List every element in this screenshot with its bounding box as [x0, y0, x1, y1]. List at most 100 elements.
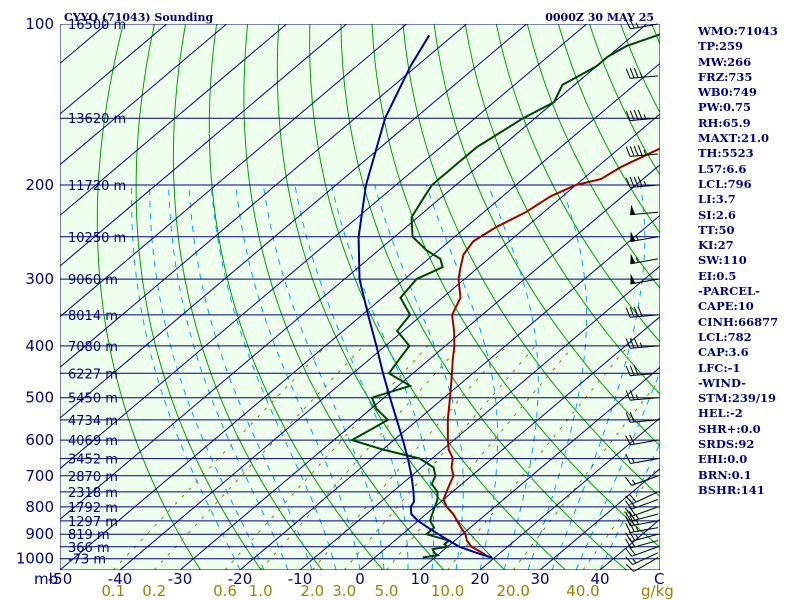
- isotherm-line: [419, 366, 660, 570]
- index-line: LCL:782: [698, 329, 752, 344]
- mixing-ratio-line: [447, 345, 629, 570]
- temperature-tick-label: 20: [470, 570, 489, 588]
- height-label: 2318 m: [68, 486, 118, 501]
- wind-barb: [625, 522, 659, 533]
- height-label: 366 m: [68, 541, 110, 556]
- pressure-tick-label: 300: [25, 270, 54, 288]
- index-line: HEL:-2: [698, 406, 743, 421]
- isotherm-line: [60, 24, 587, 470]
- moist-adiabat-line: [168, 184, 289, 570]
- isotherm-line: [359, 316, 660, 570]
- wind-barb: [625, 506, 659, 517]
- wind-barb: [625, 365, 659, 377]
- index-line: -WIND-: [698, 375, 746, 390]
- mixing-ratio-line: [311, 345, 508, 570]
- mixing-ratio-line: [512, 378, 660, 570]
- temperature-labels: -50 -40 -30 -20 -10 0 10 20 30 40: [48, 570, 610, 588]
- wind-barb: [625, 552, 659, 566]
- mixing-ratio-tick-label: 1.0: [249, 582, 273, 600]
- wind-barb: [625, 453, 659, 464]
- index-line: MAXT:21.0: [698, 131, 769, 146]
- wind-barb: [625, 109, 659, 122]
- mixing-ratio-tick-label: 10.0: [431, 582, 464, 600]
- mixing-ratio-line: [386, 345, 574, 570]
- dry-adiabat-line: [495, 24, 660, 343]
- wind-barb: [625, 412, 659, 423]
- isotherm-line: [60, 24, 227, 166]
- wind-barb: [630, 253, 659, 265]
- index-line: -PARCEL-: [698, 284, 760, 299]
- mixing-ratio-line: [153, 345, 364, 570]
- mixing-ratio-tick-label: 0.6: [213, 582, 237, 600]
- index-line: SHR+:0.0: [698, 421, 761, 436]
- wind-barb: [625, 557, 659, 572]
- dry-adiabat-line: [371, 24, 660, 549]
- height-label: 6227 m: [68, 367, 118, 382]
- index-line: LCL:796: [698, 176, 752, 191]
- index-line: RH:65.9: [698, 115, 751, 130]
- wind-barb: [625, 511, 659, 522]
- wind-barb: [625, 145, 659, 157]
- indices-panel: WMO:71043 TP:259 MW:266 FRZ:735 WB0:749 PW:0.…: [698, 24, 798, 498]
- wind-barb: [625, 434, 659, 446]
- pressure-tick-label: 600: [25, 431, 54, 449]
- wind-barb: [630, 273, 659, 285]
- moist-adiabat-line: [262, 184, 385, 570]
- moist-adiabat-line: [575, 370, 660, 570]
- series-dewpoint-line: [349, 33, 660, 559]
- height-labels: 16500 m 13620 m 11720 m 10250 m 9060 m 8014 m…: [68, 18, 126, 568]
- height-label: 4734 m: [68, 414, 118, 429]
- index-line: SW:110: [698, 253, 747, 268]
- wind-barb: [625, 67, 659, 79]
- dry-adiabat-line: [135, 24, 262, 570]
- wind-barb: [625, 491, 659, 505]
- series-parcel-line: [357, 34, 493, 559]
- temperature-tick-label: -30: [168, 570, 193, 588]
- wind-barb: [625, 546, 659, 557]
- mixing-ratio-tick-label: 20.0: [496, 582, 529, 600]
- index-line: MW:266: [698, 54, 752, 69]
- pressure-tick-label: 1000: [16, 550, 54, 568]
- index-line: WMO:71043: [698, 24, 778, 38]
- isotherm-line: [479, 417, 660, 570]
- temperature-tick-label: 40: [590, 570, 609, 588]
- height-label: 1792 m: [68, 501, 118, 516]
- mixing-ratio-tick-label: 3.0: [332, 582, 356, 600]
- index-line: TP:259: [698, 39, 744, 54]
- index-line: EI:0.5: [698, 268, 737, 283]
- moist-adiabat-line: [331, 184, 435, 570]
- height-label: -73 m: [68, 553, 106, 568]
- temperature-tick-label: -50: [48, 570, 73, 588]
- mixing-ratio-line: [112, 345, 327, 570]
- pressure-tick-label: 400: [25, 337, 54, 355]
- moist-adiabat-line: [294, 184, 409, 570]
- index-line: CAP:3.6: [698, 345, 749, 360]
- height-label: 819 m: [68, 528, 110, 543]
- temperature-tick-label: -40: [108, 570, 133, 588]
- temperature-tick-label: 0: [355, 570, 365, 588]
- height-label: 3452 m: [68, 453, 118, 468]
- moist-adiabat-line: [188, 184, 313, 570]
- mixing-ratio-tick-label: 0.1: [101, 582, 125, 600]
- pressure-tick-label: 900: [25, 525, 54, 543]
- moist-adiabats: [131, 184, 660, 570]
- index-line: STM:239/19: [698, 391, 777, 406]
- pressure-tick-label: 800: [25, 498, 54, 516]
- pressure-labels: 100 200 300 400 500 600 700 800 900 1000: [16, 15, 54, 568]
- moist-adiabat-line: [235, 184, 361, 570]
- moist-adiabat-line: [551, 184, 646, 570]
- height-label: 16500 m: [68, 18, 126, 33]
- dry-adiabat-line: [464, 24, 660, 395]
- pressure-axis-label: mb: [34, 570, 58, 588]
- mixing-ratio-tick-label: 2.0: [300, 582, 324, 600]
- isotherm-line: [239, 214, 660, 570]
- height-label: 9060 m: [68, 273, 118, 288]
- moist-adiabat-line: [487, 184, 539, 570]
- height-label: 4069 m: [68, 434, 118, 449]
- height-label: 10250 m: [68, 231, 126, 246]
- mixing-ratio-tick-label: 5.0: [375, 582, 399, 600]
- index-line: SI:2.6: [698, 207, 736, 222]
- dry-adiabat-line: [96, 24, 201, 570]
- pressure-tick-label: 700: [25, 467, 54, 485]
